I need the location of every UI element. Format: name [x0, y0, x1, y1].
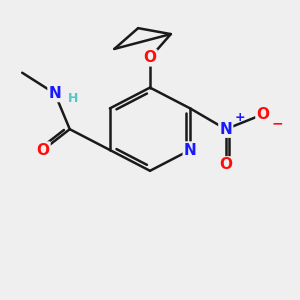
Text: +: + — [235, 111, 245, 124]
Text: O: O — [143, 50, 157, 65]
Text: N: N — [49, 86, 61, 101]
Text: N: N — [184, 142, 196, 158]
Text: N: N — [219, 122, 232, 137]
Text: −: − — [272, 116, 284, 130]
Text: H: H — [68, 92, 79, 105]
Text: O: O — [256, 107, 269, 122]
Text: O: O — [37, 142, 50, 158]
Text: O: O — [219, 158, 232, 172]
